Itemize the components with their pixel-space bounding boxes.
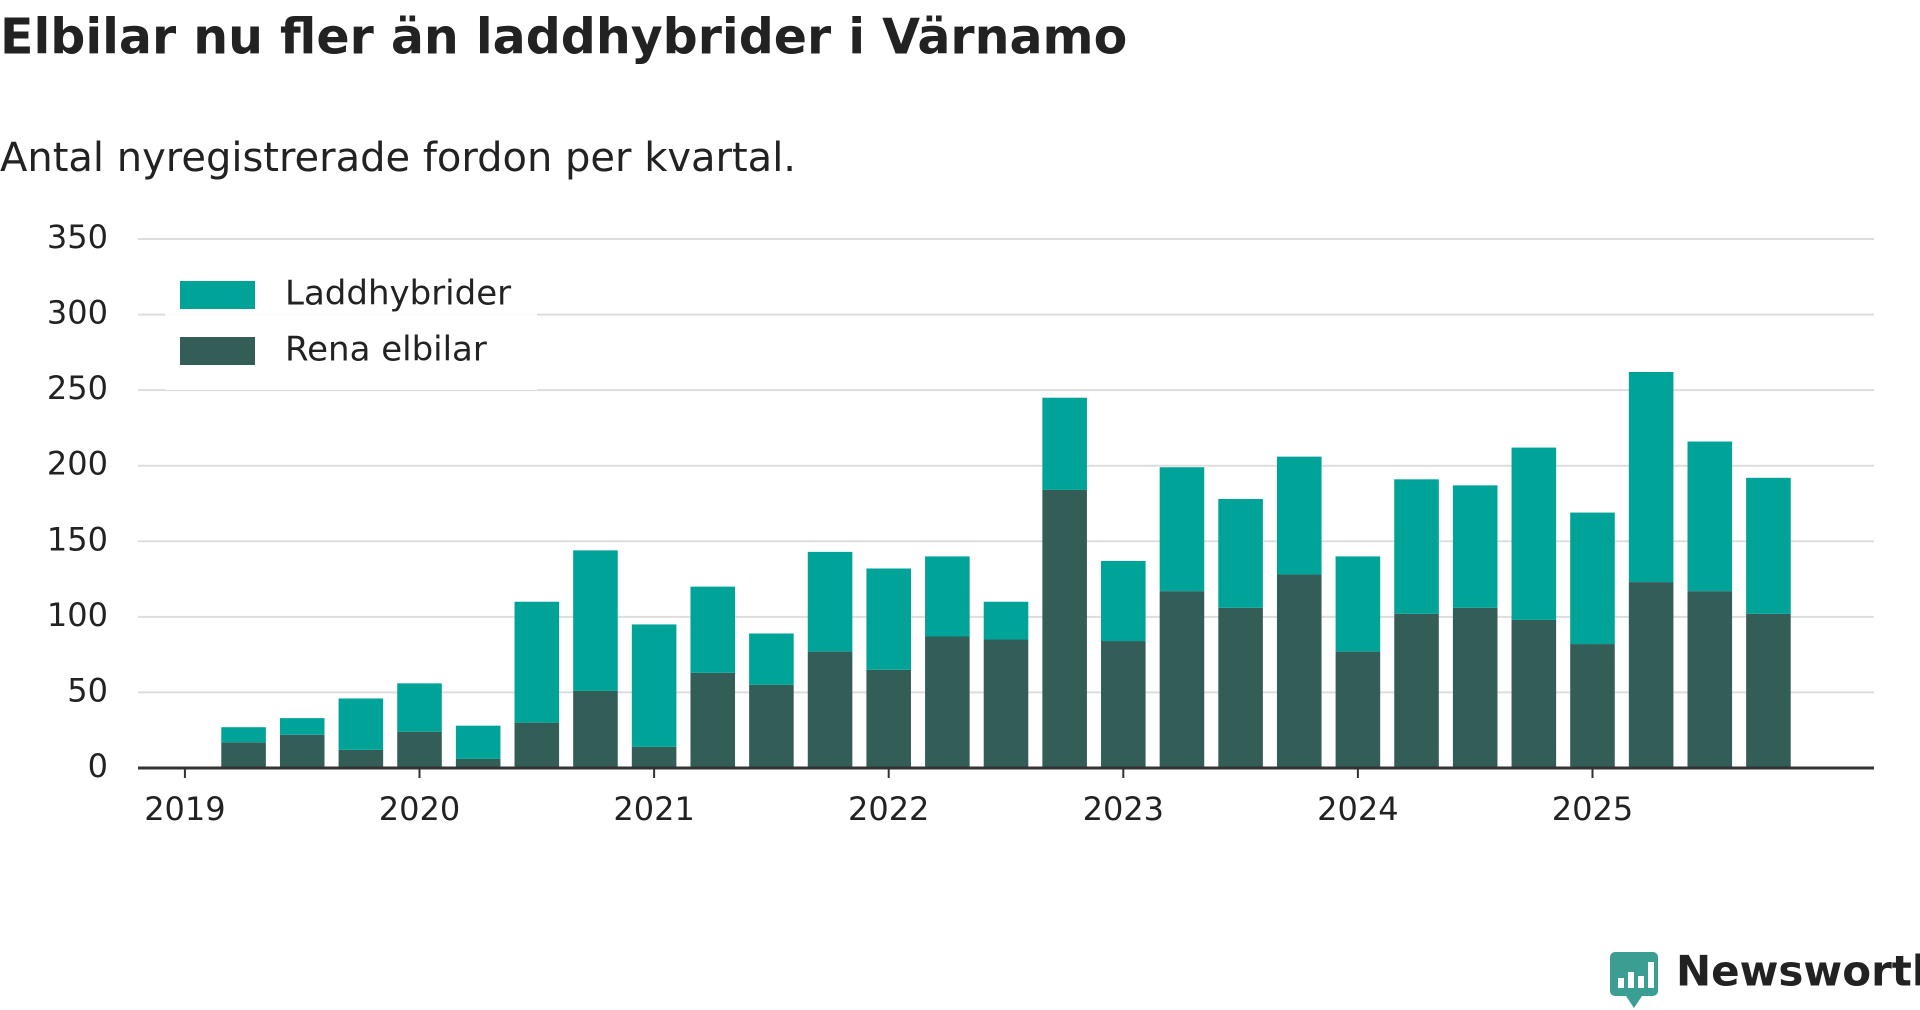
bar [1218, 498, 1263, 608]
bar [749, 684, 794, 768]
legend-swatch [180, 281, 255, 309]
bar [749, 633, 794, 685]
bar [397, 731, 442, 768]
x-tick-label: 2023 [1083, 790, 1164, 828]
bar [925, 556, 970, 637]
bar [631, 746, 677, 768]
bar [983, 601, 1029, 640]
y-tick-label: 0 [88, 747, 108, 785]
logo-tail [1626, 996, 1642, 1008]
bar [1628, 582, 1674, 768]
y-tick-label: 150 [47, 520, 108, 558]
bar [1746, 477, 1791, 614]
bar [1452, 607, 1498, 768]
bar [455, 725, 501, 759]
legend-label: Rena elbilar [285, 330, 487, 370]
bar [1394, 613, 1439, 768]
bar [866, 568, 911, 670]
logo-bar [1628, 972, 1634, 988]
bar [1159, 591, 1205, 768]
bar [1746, 613, 1791, 768]
bar [1687, 591, 1733, 768]
x-tick-label: 2020 [379, 790, 460, 828]
bar [690, 672, 736, 768]
x-tick-label: 2021 [613, 790, 694, 828]
y-tick-label: 100 [47, 596, 108, 634]
bar [1218, 607, 1263, 768]
bar [1335, 651, 1381, 768]
y-tick-label: 250 [47, 369, 108, 407]
bar [1101, 560, 1146, 642]
bar [1042, 397, 1087, 490]
x-tick-label: 2025 [1552, 790, 1633, 828]
bar [1511, 447, 1557, 620]
logo-bar [1618, 978, 1624, 988]
bar [573, 690, 618, 768]
bar [690, 586, 736, 673]
bar [1042, 489, 1087, 768]
bar [631, 624, 677, 747]
logo-bar [1648, 962, 1654, 988]
bar [1628, 372, 1674, 583]
legend-label: Laddhybrider [285, 274, 511, 314]
bar [1511, 619, 1557, 768]
y-tick-label: 350 [47, 218, 108, 256]
bar [514, 601, 560, 723]
chart-subtitle: Antal nyregistrerade fordon per kvartal. [0, 135, 796, 181]
y-tick-label: 50 [67, 671, 108, 709]
x-tick-label: 2019 [144, 790, 225, 828]
bar [1687, 441, 1733, 592]
bar [1101, 641, 1146, 768]
bar [866, 669, 911, 768]
bar [1335, 556, 1381, 652]
bar [221, 727, 266, 743]
bar [925, 636, 970, 768]
logo-bar [1638, 976, 1644, 988]
chart-title: Elbilar nu fler än laddhybrider i Värnam… [0, 9, 1127, 66]
bar [983, 639, 1029, 768]
bar [807, 651, 853, 768]
bar [1452, 485, 1498, 608]
bar [221, 742, 266, 768]
bar [279, 734, 325, 768]
x-tick-label: 2024 [1317, 790, 1398, 828]
bar [1276, 456, 1322, 575]
bar [455, 758, 501, 768]
brand-logo: Newsworthy [1610, 947, 1920, 1008]
bar [397, 683, 442, 732]
y-tick-label: 300 [47, 294, 108, 332]
bar [573, 550, 618, 691]
bar [279, 718, 325, 735]
bar [1394, 479, 1439, 614]
brand-name: Newsworthy [1676, 947, 1920, 996]
y-tick-label: 200 [47, 445, 108, 483]
bar [1276, 574, 1322, 768]
bar [1570, 512, 1615, 645]
bar [1570, 644, 1615, 768]
bar [807, 551, 853, 652]
bar [338, 749, 384, 768]
bar [338, 698, 384, 750]
legend-swatch [180, 337, 255, 365]
bar [1159, 467, 1205, 592]
x-tick-label: 2022 [848, 790, 929, 828]
bar [514, 722, 560, 768]
